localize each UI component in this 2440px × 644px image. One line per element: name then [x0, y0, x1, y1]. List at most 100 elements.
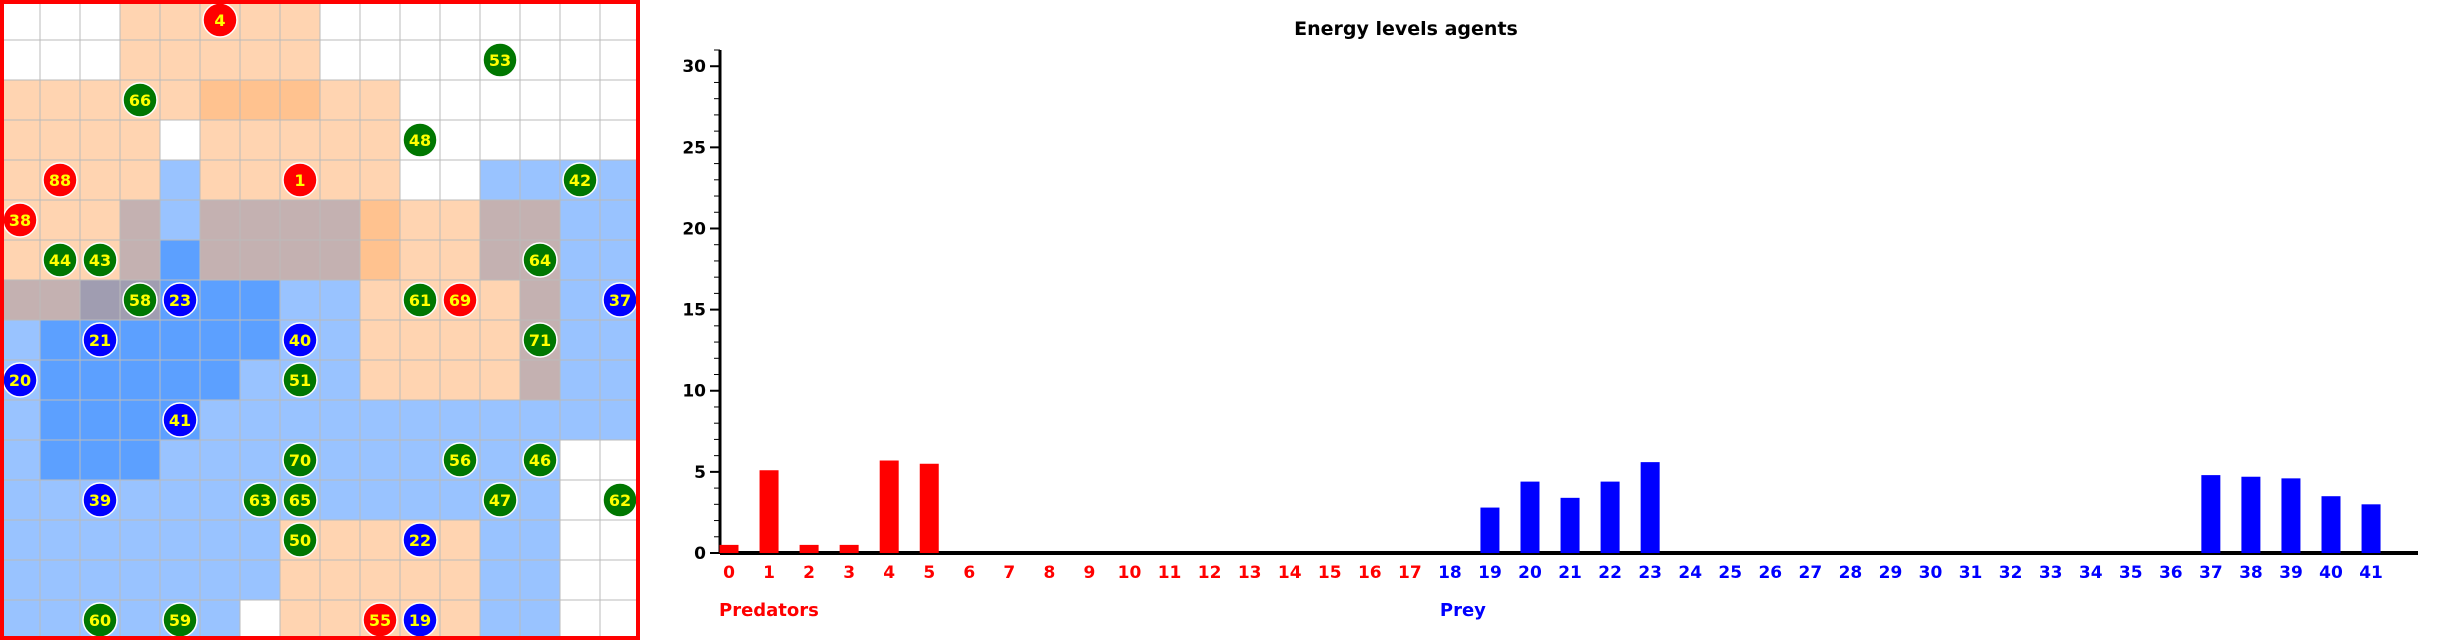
agent-label: 65 — [289, 491, 311, 510]
prey-territory-cell — [40, 280, 80, 320]
plant-agent[interactable]: 51 — [282, 362, 318, 398]
agent-label: 59 — [169, 611, 191, 630]
predator-territory-cell — [480, 280, 520, 320]
plant-agent[interactable]: 66 — [122, 82, 158, 118]
prey-territory-cell — [40, 440, 80, 480]
prey-agent[interactable]: 37 — [602, 282, 638, 318]
plant-agent-marker — [402, 282, 438, 318]
agent-label: 1 — [294, 171, 305, 190]
axes: 0 5 10 15 20 25 30 — [682, 49, 2418, 564]
plant-agent[interactable]: 46 — [522, 442, 558, 478]
plant-agent[interactable]: 63 — [242, 482, 278, 518]
predator-agent[interactable]: 69 — [442, 282, 478, 318]
energy-bar — [2361, 504, 2381, 553]
predator-territory-cell — [360, 360, 400, 400]
predator-territory-cell — [200, 80, 240, 120]
plant-agent-marker — [82, 242, 118, 278]
plant-agent[interactable]: 56 — [442, 442, 478, 478]
agent-label: 39 — [89, 491, 111, 510]
x-tick-label: 7 — [1003, 563, 1015, 583]
plant-agent[interactable]: 59 — [162, 602, 198, 638]
y-tick-label: 30 — [682, 57, 706, 77]
predator-agent[interactable]: 1 — [282, 162, 318, 198]
plant-agent[interactable]: 50 — [282, 522, 318, 558]
prey-territory-cell — [40, 520, 80, 560]
energy-bar — [2241, 476, 2261, 553]
x-tick-label: 33 — [2039, 563, 2063, 583]
predator-territory-cell — [160, 0, 200, 40]
prey-territory-cell — [120, 400, 160, 440]
predators-group-label: Predators — [719, 600, 819, 621]
prey-territory-cell — [120, 240, 160, 280]
prey-agent[interactable]: 19 — [402, 602, 438, 638]
predator-territory-cell — [0, 80, 40, 120]
x-tick-label: 25 — [1718, 563, 1742, 583]
predator-agent[interactable]: 4 — [202, 2, 238, 38]
plant-agent[interactable]: 58 — [122, 282, 158, 318]
prey-agent[interactable]: 40 — [282, 322, 318, 358]
prey-territory-cell — [240, 360, 280, 400]
predator-territory-cell — [320, 240, 360, 280]
prey-territory-cell — [120, 440, 160, 480]
plant-agent[interactable]: 70 — [282, 442, 318, 478]
prey-territory-cell — [480, 560, 520, 600]
plant-agent[interactable]: 44 — [42, 242, 78, 278]
energy-bar — [2201, 475, 2221, 553]
prey-territory-cell — [320, 480, 360, 520]
prey-territory-cell — [0, 320, 40, 360]
plant-agent[interactable]: 71 — [522, 322, 558, 358]
energy-bar — [2321, 496, 2341, 553]
plant-agent[interactable]: 53 — [482, 42, 518, 78]
predator-territory-cell — [400, 560, 440, 600]
plant-agent[interactable]: 65 — [282, 482, 318, 518]
x-tick-label: 27 — [1799, 563, 1823, 583]
agent-label: 22 — [409, 531, 431, 550]
prey-territory-cell — [80, 520, 120, 560]
predator-agent[interactable]: 38 — [2, 202, 38, 238]
predator-territory-cell — [0, 280, 40, 320]
plant-agent[interactable]: 48 — [402, 122, 438, 158]
plant-agent[interactable]: 61 — [402, 282, 438, 318]
predator-territory-cell — [280, 0, 320, 40]
x-tick-label: 23 — [1638, 563, 1662, 583]
prey-agent-marker — [162, 282, 198, 318]
prey-agent[interactable]: 22 — [402, 522, 438, 558]
plant-agent[interactable]: 62 — [602, 482, 638, 518]
agent-label: 4 — [214, 11, 225, 30]
x-tick-label: 1 — [763, 563, 775, 583]
predator-agent[interactable]: 55 — [362, 602, 398, 638]
prey-territory-cell — [600, 360, 640, 400]
prey-territory-cell — [200, 200, 240, 240]
prey-territory-cell — [560, 320, 600, 360]
prey-agent[interactable]: 20 — [2, 362, 38, 398]
predator-territory-cell — [0, 160, 40, 200]
predator-territory-cell — [520, 200, 560, 240]
plant-agent[interactable]: 64 — [522, 242, 558, 278]
prey-agent[interactable]: 21 — [82, 322, 118, 358]
agent-label: 48 — [409, 131, 431, 150]
plant-agent[interactable]: 47 — [482, 482, 518, 518]
prey-territory-cell — [40, 480, 80, 520]
x-tick-label: 32 — [1999, 563, 2023, 583]
prey-agent[interactable]: 23 — [162, 282, 198, 318]
x-tick-label: 38 — [2239, 563, 2263, 583]
simulation-grid: 4 53 66 48 88 1 42 38 44 43 64 58 23 61 69 37 21 40 71 20 51… — [0, 0, 641, 641]
prey-territory-cell — [200, 560, 240, 600]
prey-territory-cell — [240, 200, 280, 240]
predator-agent[interactable]: 88 — [42, 162, 78, 198]
prey-territory-cell — [520, 400, 560, 440]
prey-agent[interactable]: 41 — [162, 402, 198, 438]
prey-agent[interactable]: 39 — [82, 482, 118, 518]
plant-agent[interactable]: 43 — [82, 242, 118, 278]
prey-territory-cell — [520, 360, 560, 400]
plant-agent[interactable]: 42 — [562, 162, 598, 198]
prey-territory-cell — [560, 400, 600, 440]
predator-territory-cell — [440, 600, 480, 640]
predator-territory-cell — [240, 40, 280, 80]
plant-agent[interactable]: 60 — [82, 602, 118, 638]
prey-territory-cell — [600, 200, 640, 240]
predator-territory-cell — [280, 240, 320, 280]
plant-agent-marker — [122, 82, 158, 118]
predator-territory-cell — [80, 80, 120, 120]
prey-territory-cell — [160, 200, 200, 240]
